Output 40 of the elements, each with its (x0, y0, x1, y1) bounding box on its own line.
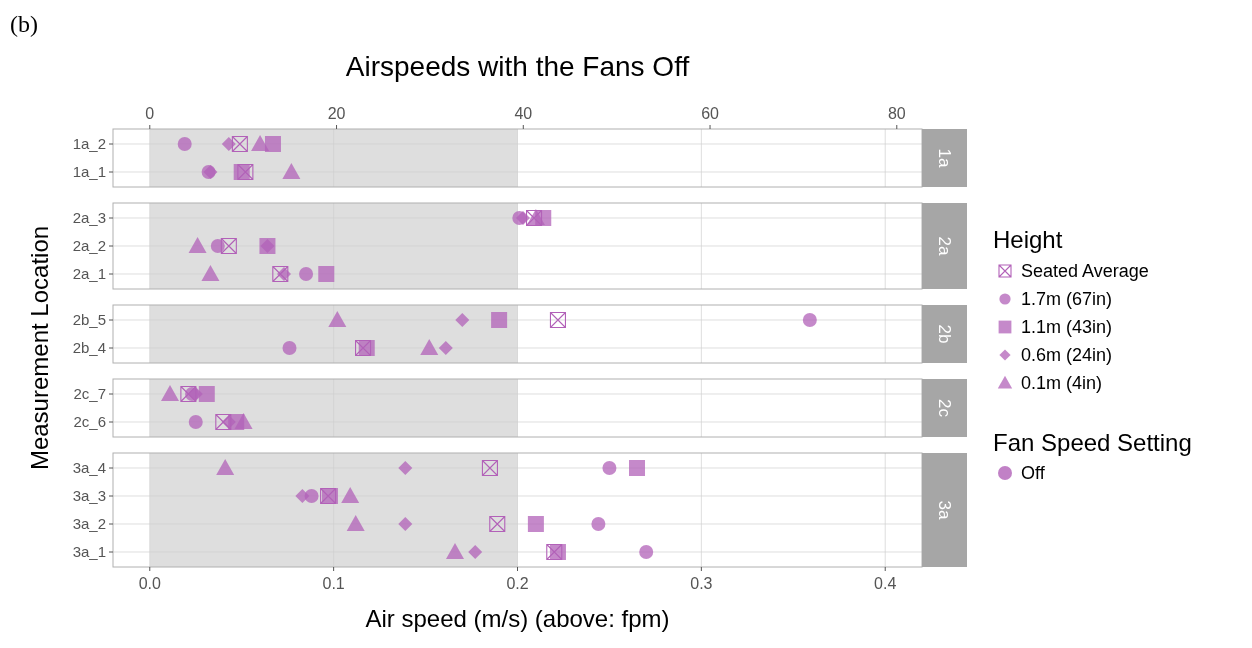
text: 1a (934, 148, 954, 168)
x-axis-title: Air speed (m/s) (above: fpm) (365, 605, 670, 632)
y-tick-label: 3a_1 (72, 543, 106, 561)
legend-title: Height (993, 226, 1063, 253)
x2-tick-label: 40 (514, 105, 533, 122)
y-tick-label: 2b_4 (72, 339, 106, 357)
chart-title: Airspeeds with the Fans Off (345, 51, 690, 82)
x-tick-label: 0.4 (874, 575, 897, 592)
y-tick-label: 3a_4 (72, 459, 106, 477)
legend-label: 1.7m (67in) (1021, 289, 1113, 310)
y-tick-label: 2a_1 (72, 265, 106, 283)
y-tick-label: 3a_3 (72, 487, 106, 505)
y-tick-label: 2a_3 (72, 209, 106, 227)
text: 2a (934, 236, 954, 256)
y-tick-label: 2b_5 (72, 311, 106, 329)
y-tick-label: 1a_2 (72, 135, 106, 153)
y-tick-label: 2c_6 (73, 413, 106, 431)
y-tick-label: 2a_2 (72, 237, 106, 255)
text: 3a (934, 500, 954, 520)
legend-label: Seated Average (1021, 261, 1149, 282)
x-tick-label: 0.2 (506, 575, 529, 592)
text: Fan Speed Setting (993, 429, 1192, 456)
x-tick-label: 0.3 (690, 575, 713, 592)
text: Off (1021, 463, 1046, 484)
x2-tick-label: 0 (145, 105, 155, 122)
legend-label: 0.6m (24in) (1021, 345, 1113, 366)
text: 2c (934, 399, 954, 418)
text: (b) (10, 11, 38, 37)
legend-label: 1.1m (43in) (1021, 317, 1113, 338)
text: 2b (934, 324, 954, 344)
y-tick-label: 2c_7 (73, 385, 106, 403)
y-axis-title: Measurement Location (26, 225, 53, 471)
legend-label: 0.1m (4in) (1021, 373, 1103, 394)
x2-tick-label: 20 (327, 105, 346, 122)
x-tick-label: 0.0 (138, 575, 161, 592)
x2-tick-label: 60 (701, 105, 720, 122)
y-tick-label: 3a_2 (72, 515, 106, 533)
x2-tick-label: 80 (887, 105, 906, 122)
x-tick-label: 0.1 (322, 575, 345, 592)
y-tick-label: 1a_1 (72, 163, 106, 181)
